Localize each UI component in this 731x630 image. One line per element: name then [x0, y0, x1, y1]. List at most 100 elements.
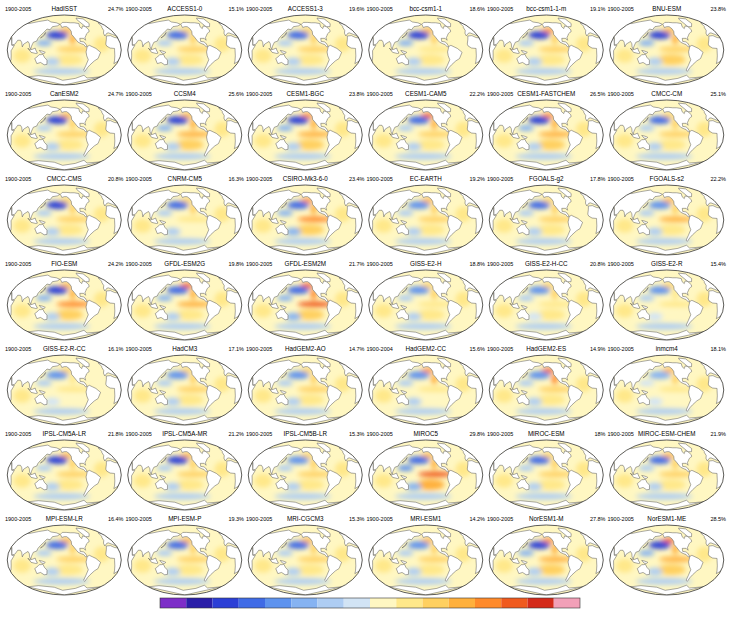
map-outline — [610, 100, 724, 170]
anomaly-region — [495, 389, 513, 403]
landmass — [630, 133, 640, 138]
map-field — [0, 358, 147, 425]
panel: 1900-200522.2%CESM1-CAM5 — [355, 90, 509, 170]
landmass — [467, 121, 489, 149]
landmass — [121, 275, 181, 304]
land — [475, 103, 629, 170]
anomaly-region — [636, 153, 693, 159]
anomaly-region — [538, 217, 573, 222]
anomaly-region — [56, 132, 91, 137]
landmass — [155, 309, 167, 320]
landmass — [276, 564, 288, 575]
landmass — [40, 373, 45, 378]
anomaly-region — [177, 302, 212, 307]
map-outline — [369, 270, 483, 340]
panel-title: IPSL-CM5A-LR — [43, 430, 87, 437]
anomaly-region — [375, 49, 393, 63]
map-outline — [248, 185, 362, 255]
land — [234, 443, 388, 510]
landmass — [596, 546, 617, 574]
map-outline — [7, 100, 121, 170]
landmass — [362, 360, 422, 389]
anomaly-region — [33, 408, 90, 414]
landmass — [475, 206, 496, 234]
panel-title: GFDL-ESM2M — [285, 260, 326, 267]
panel-period: 1900-2005 — [126, 261, 152, 267]
panel-percent: 18.8% — [469, 261, 485, 267]
panel-period: 1900-2005 — [126, 176, 152, 182]
landmass — [686, 385, 703, 411]
landmass — [355, 121, 376, 149]
landmass — [510, 473, 520, 478]
landmass — [161, 373, 166, 378]
landmass — [196, 103, 209, 112]
landmass — [148, 500, 221, 510]
land — [114, 188, 268, 255]
colorbar-swatch — [396, 598, 422, 608]
landmass — [603, 190, 663, 219]
anomaly-region — [648, 286, 670, 294]
anomaly-region — [297, 387, 332, 392]
panel: 1900-200514.2%MRI-ESM1 — [355, 515, 509, 595]
landmass — [234, 546, 255, 574]
anomaly-region — [616, 49, 634, 63]
anomaly-region — [56, 217, 91, 222]
map-field — [0, 443, 147, 510]
landmass — [28, 558, 38, 563]
landmass — [643, 373, 648, 378]
anomaly-region — [46, 31, 68, 39]
panel: 1900-200520.8%CMCC-CMS — [0, 175, 147, 255]
landmass — [241, 275, 301, 304]
panel-period: 1900-2005 — [126, 6, 152, 12]
panel: 1900-200521.7%GFDL-ESM2M — [234, 260, 388, 340]
landmass — [401, 475, 407, 478]
anomaly-region — [616, 474, 634, 488]
landmass — [106, 121, 128, 149]
panel-title: MIROC-ESM — [528, 430, 565, 437]
landmass — [522, 458, 527, 463]
landmass — [269, 388, 279, 393]
landmass — [269, 245, 342, 255]
map-field — [234, 273, 388, 340]
panel: 1900-200519.3%MPI-ESM-P — [114, 515, 268, 595]
map-outline — [489, 440, 603, 510]
landmass — [630, 303, 640, 308]
landmass — [76, 18, 89, 27]
landmass — [281, 33, 286, 38]
landmass — [39, 560, 45, 563]
landmass — [362, 190, 422, 219]
anomaly-region — [528, 541, 550, 549]
panel: 1900-200519.6%ACCESS1-3 — [234, 5, 388, 85]
landmass — [204, 45, 221, 71]
landmass — [401, 305, 407, 308]
landmass — [437, 103, 450, 112]
anomaly-region — [515, 238, 572, 244]
panel-percent: 23.4% — [349, 176, 365, 182]
landmass — [241, 530, 301, 559]
map-field — [234, 188, 388, 255]
landmass — [269, 558, 279, 563]
panel-percent: 16.3% — [228, 176, 244, 182]
map-field — [355, 528, 509, 595]
landmass — [234, 461, 255, 489]
landmass — [402, 288, 407, 293]
landmass — [708, 36, 730, 64]
anomaly-region — [166, 371, 188, 379]
anomaly-region — [134, 304, 152, 318]
anomaly-region — [418, 472, 453, 477]
map-outline — [248, 270, 362, 340]
landmass — [28, 218, 38, 223]
landmass — [84, 385, 101, 411]
anomaly-region — [395, 493, 452, 499]
anomaly-region — [13, 474, 31, 488]
land — [114, 443, 268, 510]
map-field — [114, 188, 268, 255]
panel: 1900-200519.8%GFDL-ESM2G — [114, 260, 268, 340]
panel-percent: 21.2% — [228, 431, 244, 437]
landmass — [401, 220, 407, 223]
map-outline — [489, 15, 603, 85]
panel: 1900-200529.8%MIROC5 — [355, 430, 509, 510]
landmass — [148, 330, 221, 340]
landmass — [437, 273, 450, 282]
landmass — [482, 275, 542, 304]
